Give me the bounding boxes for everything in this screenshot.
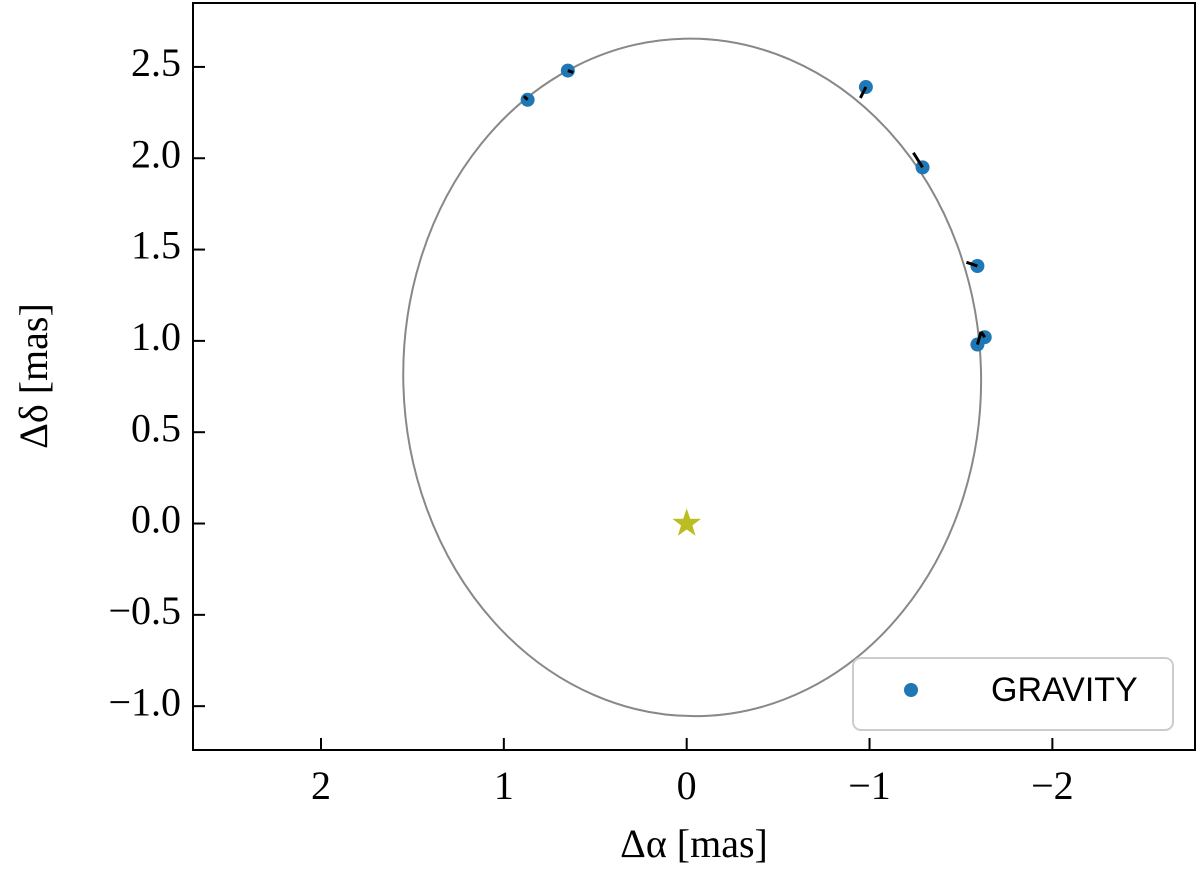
x-tick-label: 2 <box>311 763 331 808</box>
y-tick-label: 1.5 <box>131 223 181 268</box>
y-tick-label: 2.5 <box>131 40 181 85</box>
y-axis-label: Δδ [mas] <box>11 303 56 449</box>
plot-frame <box>192 2 1196 751</box>
star <box>672 508 701 536</box>
x-tick-label: −1 <box>848 763 891 808</box>
y-tick-label: 0.5 <box>131 405 181 450</box>
residual-line <box>859 86 868 99</box>
y-tick-label: 2.0 <box>131 131 181 176</box>
y-tick-label: −0.5 <box>108 588 181 633</box>
y-tick-label: 0.0 <box>131 497 181 542</box>
residual-line <box>965 260 978 268</box>
legend: GRAVITY <box>852 657 1174 731</box>
residual-line <box>975 331 983 345</box>
legend-box <box>852 657 1174 731</box>
legend-marker <box>904 683 918 697</box>
y-tick-label: 1.0 <box>131 314 181 359</box>
residual-line <box>912 151 924 169</box>
orbit <box>402 37 983 718</box>
residual-line <box>522 95 529 101</box>
x-tick-label: 1 <box>494 763 514 808</box>
x-axis-label: Δα [mas] <box>620 821 768 866</box>
y-tick-label: −1.0 <box>108 679 181 724</box>
residual-line <box>567 69 574 74</box>
x-tick-label: −2 <box>1031 763 1074 808</box>
x-tick-label: 0 <box>677 763 697 808</box>
legend-label: GRAVITY <box>991 671 1138 709</box>
